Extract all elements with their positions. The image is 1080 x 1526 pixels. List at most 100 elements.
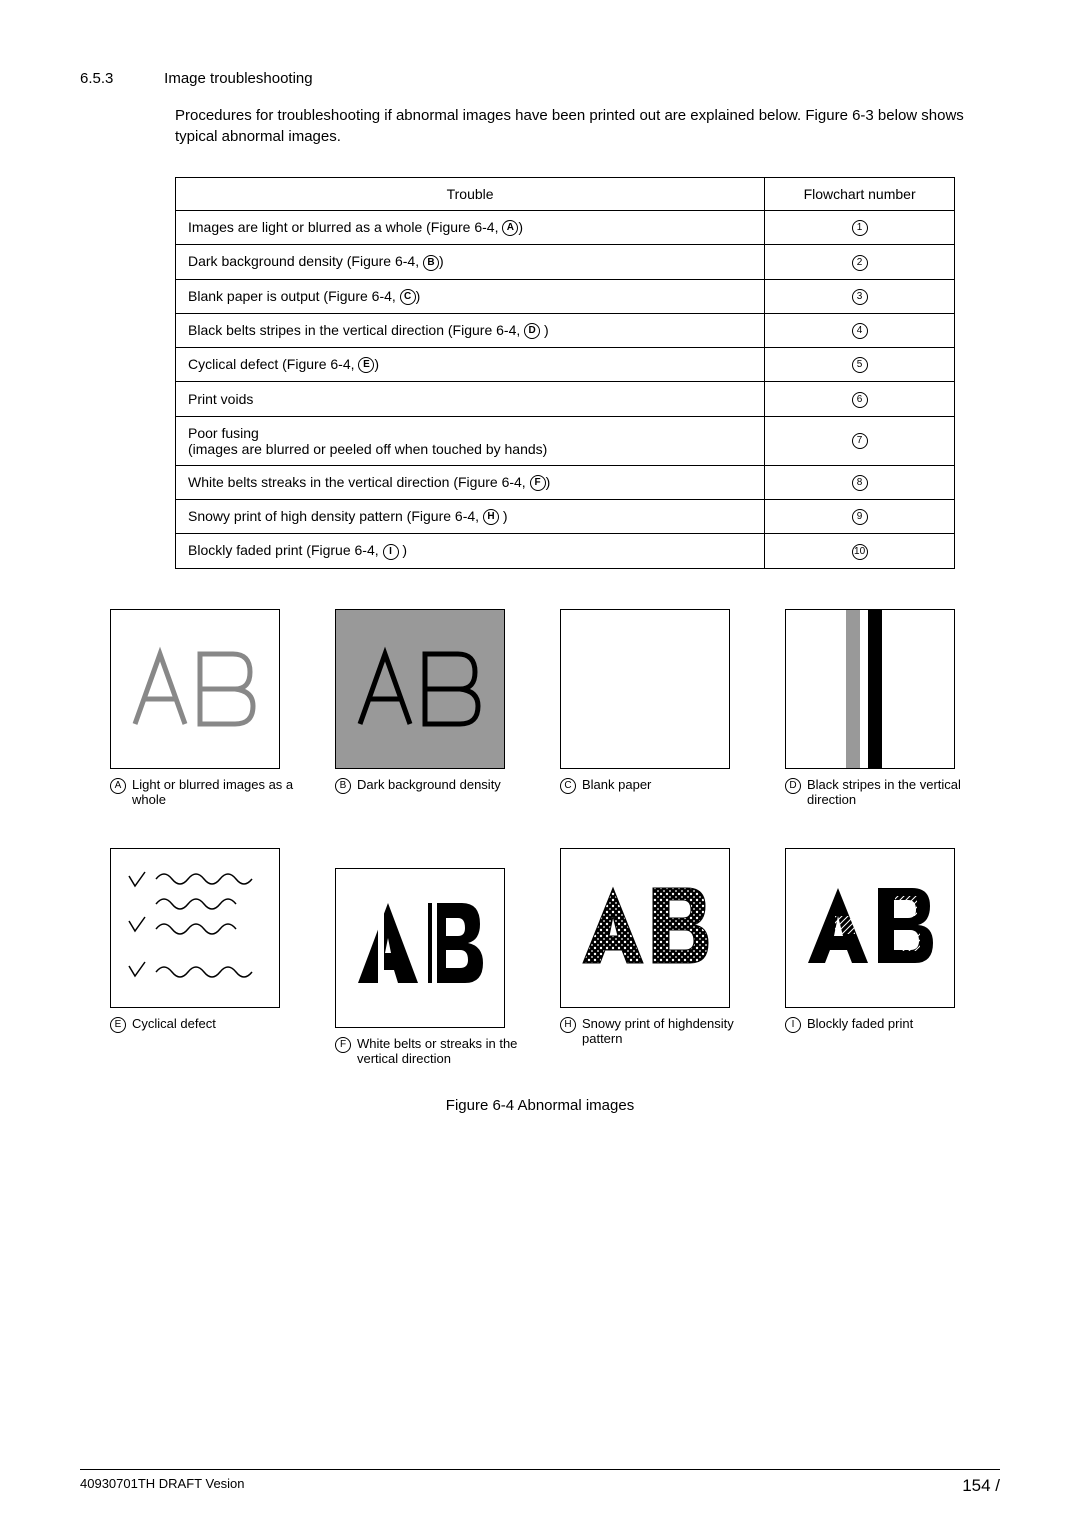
table-row: Black belts stripes in the vertical dire… [176,313,955,347]
stripe-black [868,610,882,768]
flowchart-number-icon: 8 [852,475,868,491]
figure-caption-e: E Cyclical defect [110,1016,295,1033]
figure-caption-b: B Dark background density [335,777,520,794]
letter-icon: F [530,475,546,491]
table-row: Poor fusing (images are blurred or peele… [176,416,955,465]
trouble-cell: Blank paper is output (Figure 6-4, C) [176,279,765,313]
th-trouble: Trouble [176,178,765,211]
figure-caption-h: H Snowy print of highdensity pattern [560,1016,745,1047]
section-heading: 6.5.3 Image troubleshooting [80,70,1000,87]
caption-c-text: Blank paper [582,777,651,793]
table-row: Blockly faded print (Figrue 6-4, I ) 10 [176,534,955,568]
ab-light-svg [125,629,265,749]
flowchart-cell: 4 [765,313,955,347]
whitebelts-svg [350,888,490,1008]
flowchart-cell: 3 [765,279,955,313]
figure-cell-c: C Blank paper [560,609,745,808]
flowchart-cell: 1 [765,211,955,245]
figure-cell-e: E Cyclical defect [110,848,295,1067]
figure-image-f [335,868,505,1028]
letter-icon: I [383,544,399,560]
trouble-cell: Snowy print of high density pattern (Fig… [176,500,765,534]
trouble-cell: Blockly faded print (Figrue 6-4, I ) [176,534,765,568]
caption-f-text: White belts or streaks in the vertical d… [357,1036,520,1067]
letter-icon: E [358,357,374,373]
stripe-gray [846,610,860,768]
caption-i-text: Blockly faded print [807,1016,913,1032]
section-number: 6.5.3 [80,70,160,87]
figure-image-e [110,848,280,1008]
intro-text: Procedures for troubleshooting if abnorm… [175,105,1000,147]
cyclical-svg [121,864,271,994]
table-row: Snowy print of high density pattern (Fig… [176,500,955,534]
flowchart-number-icon: 9 [852,509,868,525]
figure-image-h [560,848,730,1008]
caption-h-text: Snowy print of highdensity pattern [582,1016,745,1047]
figure-cell-i: I Blockly faded print [785,848,970,1067]
th-flowchart: Flowchart number [765,178,955,211]
flowchart-number-icon: 7 [852,433,868,449]
figure-cell-a: A Light or blurred images as a whole [110,609,295,808]
footer-left: 40930701TH DRAFT Vesion [80,1476,245,1496]
trouble-cell: Print voids [176,382,765,416]
flowchart-cell: 2 [765,245,955,279]
snowy-svg [575,868,715,988]
letter-icon: D [524,323,540,339]
figure-caption-i: I Blockly faded print [785,1016,970,1033]
figure-caption-f: F White belts or streaks in the vertical… [335,1036,520,1067]
figure-image-a [110,609,280,769]
trouble-cell: Images are light or blurred as a whole (… [176,211,765,245]
figure-cell-d: D Black stripes in the vertical directio… [785,609,970,808]
table-row: Print voids 6 [176,382,955,416]
letter-h-icon: H [560,1017,576,1033]
flowchart-cell: 8 [765,465,955,499]
letter-icon: C [400,289,416,305]
letter-b-icon: B [335,778,351,794]
letter-icon: B [423,255,439,271]
trouble-cell: White belts streaks in the vertical dire… [176,465,765,499]
table-row: Cyclical defect (Figure 6-4, E)5 [176,348,955,382]
trouble-table: Trouble Flowchart number Images are ligh… [175,177,955,569]
figure-image-i [785,848,955,1008]
flowchart-number-icon: 6 [852,392,868,408]
flowchart-cell: 9 [765,500,955,534]
figure-caption-c: C Blank paper [560,777,745,794]
letter-a-icon: A [110,778,126,794]
figures-grid: A Light or blurred images as a whole B D… [80,609,1000,1067]
table-row: White belts streaks in the vertical dire… [176,465,955,499]
flowchart-number-icon: 3 [852,289,868,305]
flowchart-number-icon: 4 [852,323,868,339]
flowchart-cell: 10 [765,534,955,568]
trouble-cell: Dark background density (Figure 6-4, B) [176,245,765,279]
flowchart-cell: 6 [765,382,955,416]
figure-caption-d: D Black stripes in the vertical directio… [785,777,970,808]
figure-image-b [335,609,505,769]
trouble-cell: Cyclical defect (Figure 6-4, E) [176,348,765,382]
ab-dark-svg [350,629,490,749]
letter-e-icon: E [110,1017,126,1033]
figure-6-4-caption: Figure 6-4 Abnormal images [80,1097,1000,1114]
flowchart-number-icon: 2 [852,255,868,271]
letter-c-icon: C [560,778,576,794]
letter-icon: H [483,509,499,525]
flowchart-number-icon: 10 [852,544,868,560]
flowchart-cell: 5 [765,348,955,382]
trouble-cell: Poor fusing (images are blurred or peele… [176,416,765,465]
flowchart-number-icon: 1 [852,220,868,236]
figure-cell-b: B Dark background density [335,609,520,808]
caption-b-text: Dark background density [357,777,501,793]
letter-i-icon: I [785,1017,801,1033]
table-row: Images are light or blurred as a whole (… [176,211,955,245]
section-title: Image troubleshooting [164,70,312,87]
figure-cell-h: H Snowy print of highdensity pattern [560,848,745,1067]
table-row: Dark background density (Figure 6-4, B) 2 [176,245,955,279]
table-row: Blank paper is output (Figure 6-4, C) 3 [176,279,955,313]
page-footer: 40930701TH DRAFT Vesion 154 / [80,1469,1000,1496]
caption-a-text: Light or blurred images as a whole [132,777,295,808]
figure-cell-f: F White belts or streaks in the vertical… [335,848,520,1067]
figure-image-d [785,609,955,769]
footer-right: 154 / [962,1476,1000,1496]
caption-d-text: Black stripes in the vertical direction [807,777,970,808]
letter-f-icon: F [335,1037,351,1053]
figure-caption-a: A Light or blurred images as a whole [110,777,295,808]
